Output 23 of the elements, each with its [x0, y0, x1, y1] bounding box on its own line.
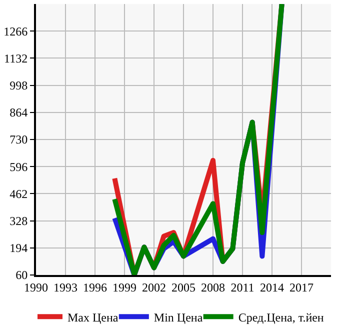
y-tick-label: 194 [10, 241, 28, 256]
y-tick-label: 596 [10, 160, 28, 174]
legend-label: Max Цена [68, 310, 119, 324]
x-tick-label: 1993 [54, 280, 78, 294]
legend-label: Min Цена [154, 310, 204, 324]
y-tick-label: 328 [10, 214, 28, 228]
x-tick-label: 2011 [230, 280, 254, 294]
y-tick-label: 1132 [4, 51, 28, 66]
x-tick-label: 2008 [201, 280, 225, 294]
x-tick-label: 2005 [172, 280, 196, 294]
x-tick-label: 1996 [83, 280, 107, 294]
x-tick-label: 2017 [290, 280, 314, 294]
y-tick-label: 998 [10, 78, 28, 92]
legend-label: Сред.Цена, т.йен [238, 310, 324, 324]
y-tick-label: 60 [16, 268, 28, 282]
y-tick-label: 1266 [4, 24, 28, 38]
y-tick-label: 730 [10, 132, 28, 147]
x-tick-label: 1999 [112, 280, 136, 294]
y-tick-label: 462 [10, 186, 28, 201]
x-tick-label: 2014 [260, 280, 284, 294]
y-tick-label: 864 [10, 106, 28, 120]
x-tick-label: 2002 [142, 280, 166, 294]
x-tick-label: 1990 [24, 280, 48, 294]
